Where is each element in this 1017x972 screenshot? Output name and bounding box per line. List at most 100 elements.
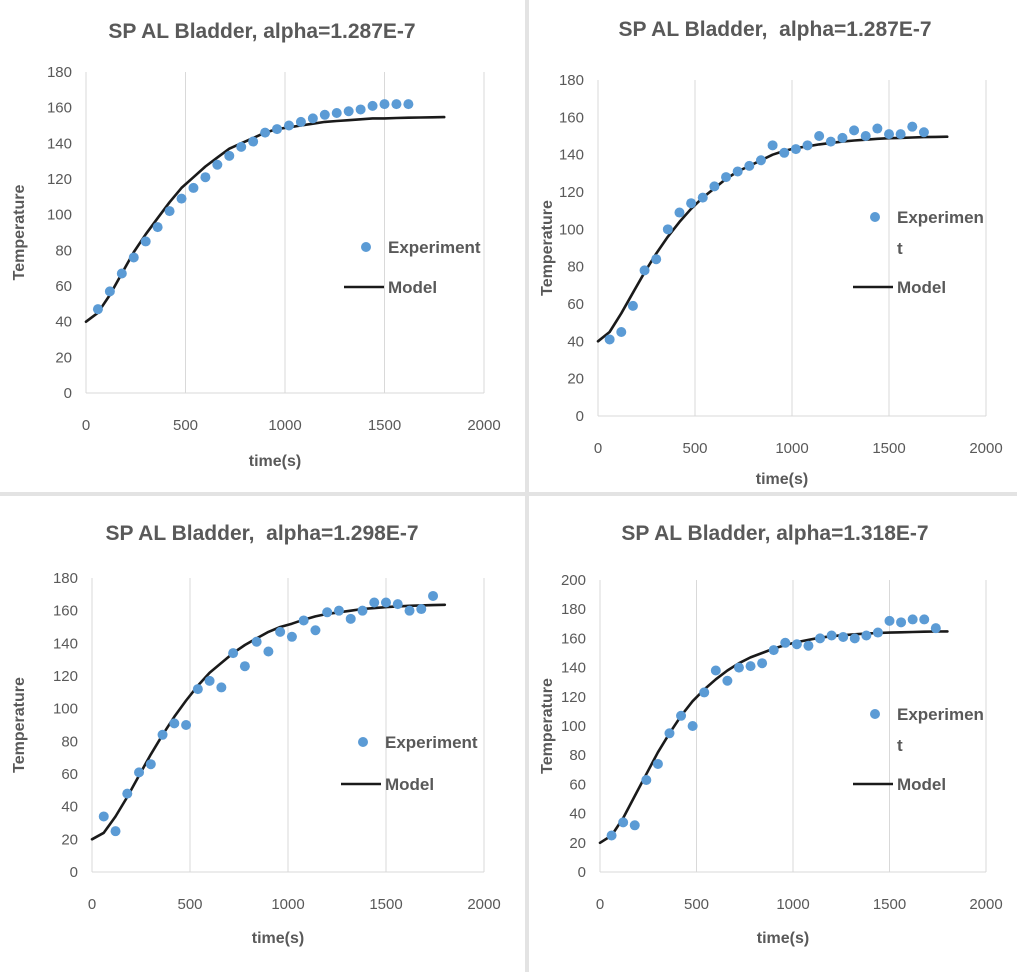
experiment-point (930, 623, 941, 634)
y-tick-label: 100 (559, 221, 584, 238)
experiment-point (686, 198, 697, 209)
y-tick-label: 100 (53, 701, 78, 718)
experiment-point (814, 131, 825, 141)
experiment-point (239, 661, 250, 672)
experiment-point (369, 597, 380, 608)
chart-svg-2: SP AL Bladder, alpha=1.287E-7 0 20 40 60 80 10… (539, 18, 1003, 488)
y-tick-label: 140 (561, 660, 586, 677)
experiment-point (779, 147, 790, 158)
experiment-point (116, 268, 127, 279)
experiment-point (343, 106, 354, 117)
experiment-point (849, 125, 860, 136)
x-tick-label: 1000 (775, 440, 808, 457)
experiment-point (110, 826, 121, 837)
experiment-point (837, 132, 848, 143)
legend-experiment-marker (358, 737, 368, 747)
legend-model-label: Model (388, 278, 437, 297)
legend-experiment-label: Experimen (897, 208, 984, 227)
experiment-point (248, 136, 259, 147)
experiment-point (919, 614, 930, 625)
y-tick-label: 0 (578, 864, 586, 881)
experiment-point (722, 675, 733, 686)
experiment-point (768, 645, 779, 656)
experiment-point (134, 767, 145, 778)
y-tick-label: 60 (61, 766, 78, 783)
y-tick-label: 120 (561, 689, 586, 706)
experiment-point (319, 109, 330, 120)
y-tick-label: 180 (561, 601, 586, 618)
experiment-point (357, 605, 368, 616)
legend-experiment-label: Experimen (897, 705, 984, 724)
experiment-point (392, 599, 403, 610)
y-tick-label: 160 (47, 100, 72, 117)
x-tick-label: 500 (682, 440, 707, 457)
x-tick-label: 2000 (467, 417, 500, 434)
experiment-point (355, 104, 366, 115)
legend-experiment-label-wrap: t (897, 736, 903, 755)
y-tick-label: 80 (61, 733, 78, 750)
x-axis-label: time(s) (756, 471, 808, 488)
experiment-point (721, 172, 732, 183)
experiment-point (192, 684, 203, 695)
experiment-point (802, 140, 813, 151)
experiment-point (709, 181, 720, 192)
y-tick-label: 80 (55, 242, 72, 259)
experiment-point (164, 206, 175, 217)
experiment-point (345, 613, 356, 624)
experiment-point (98, 811, 109, 822)
experiment-point (907, 614, 918, 625)
experiment-point (212, 159, 223, 170)
experiment-point (767, 140, 778, 151)
experiment-point (710, 665, 721, 676)
legend-model-label: Model (385, 775, 434, 794)
legend-experiment-label: Experiment (385, 733, 478, 752)
y-tick-label: 140 (559, 147, 584, 164)
y-tick-label: 180 (53, 570, 78, 587)
experiment-point (157, 729, 168, 740)
y-tick-label: 60 (569, 776, 586, 793)
chart-svg-3: SP AL Bladder, alpha=1.298E-7 0 20 40 60 80 10… (11, 522, 501, 947)
x-tick-label: 1000 (268, 417, 301, 434)
x-tick-label: 2000 (969, 440, 1002, 457)
x-tick-label: 0 (596, 896, 604, 913)
experiment-point (651, 254, 662, 265)
experiment-point (918, 127, 929, 138)
legend-experiment-marker (361, 242, 371, 252)
legend-model-label: Model (897, 278, 946, 297)
y-tick-label: 60 (567, 296, 584, 313)
chart-title: SP AL Bladder, alpha=1.318E-7 (621, 522, 928, 545)
experiment-point (188, 182, 199, 193)
experiment-point (251, 636, 262, 647)
chart-panel-top-left: SP AL Bladder, alpha=1.287E-7 0 20 40 60 80 10… (0, 0, 525, 492)
experiment-point (391, 99, 402, 110)
y-tick-label: 20 (61, 831, 78, 848)
experiment-point (606, 830, 617, 841)
x-tick-label: 500 (684, 896, 709, 913)
experiment-point (745, 661, 756, 672)
y-axis-label: Temperature (539, 678, 556, 774)
experiment-point (629, 820, 640, 831)
y-tick-label: 120 (559, 184, 584, 201)
experiment-point (152, 222, 163, 233)
y-tick-label: 140 (53, 635, 78, 652)
experiment-point (790, 144, 801, 155)
experiment-point (224, 150, 235, 161)
experiment-point (639, 265, 650, 276)
y-axis-label: Temperature (539, 200, 556, 296)
model-line (596, 135, 949, 343)
chart-svg-1: SP AL Bladder, alpha=1.287E-7 0 20 40 60 80 10… (11, 20, 501, 470)
chart-panel-top-right: SP AL Bladder, alpha=1.287E-7 0 20 40 60 80 10… (530, 0, 1017, 492)
experiment-point (604, 334, 615, 345)
experiment-point (664, 728, 675, 739)
experiment-point (641, 775, 652, 786)
experiment-point (815, 633, 826, 644)
x-tick-label: 1500 (368, 417, 401, 434)
horizontal-divider (0, 492, 1017, 496)
experiment-point (896, 617, 907, 628)
legend-experiment-label-wrap: t (897, 239, 903, 258)
x-tick-label: 2000 (969, 896, 1002, 913)
experiment-point (872, 123, 883, 134)
experiment-point (755, 155, 766, 166)
experiment-point (674, 207, 685, 218)
experiment-point (92, 304, 103, 315)
